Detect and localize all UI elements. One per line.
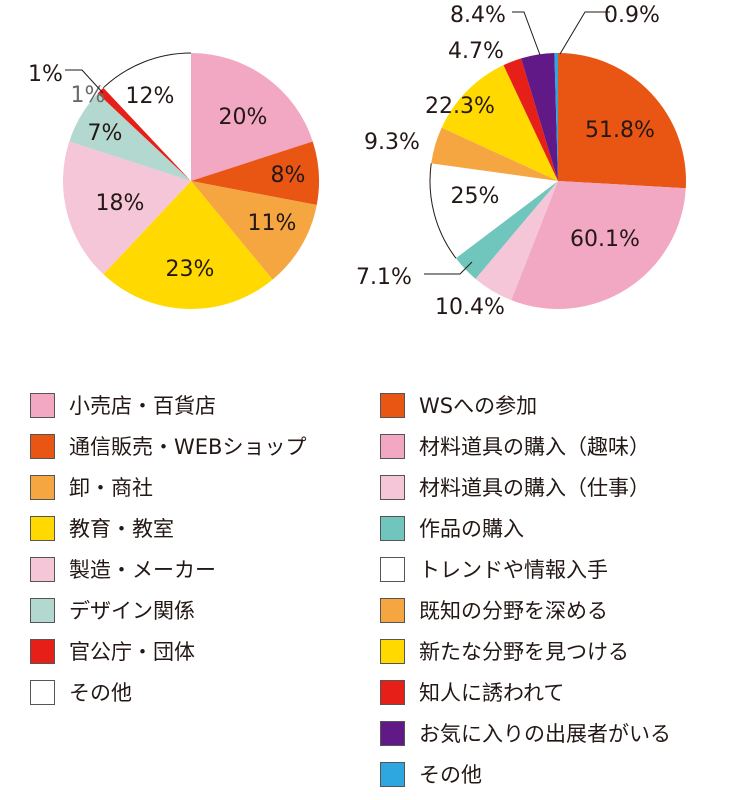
legend-item: 通信販売・WEBショップ bbox=[30, 431, 306, 461]
legend-item: 小売店・百貨店 bbox=[30, 390, 216, 420]
legend-label: 新たな分野を見つける bbox=[419, 640, 629, 664]
legend-item: 教育・教室 bbox=[30, 513, 174, 543]
legend-label: 材料道具の購入（仕事） bbox=[419, 476, 650, 500]
legend-item: 新たな分野を見つける bbox=[380, 636, 629, 666]
legend-swatch bbox=[380, 474, 405, 500]
legend-label: 作品の購入 bbox=[419, 517, 524, 541]
data-label: 8% bbox=[271, 163, 306, 188]
legend-item: トレンドや情報入手 bbox=[380, 554, 608, 584]
legend-swatch bbox=[380, 638, 405, 664]
pie-slice bbox=[431, 127, 558, 181]
legend-item: 官公庁・団体 bbox=[30, 636, 195, 666]
data-label: 12% bbox=[126, 84, 175, 109]
legend-swatch bbox=[30, 679, 55, 705]
legend-item: お気に入りの出展者がいる bbox=[380, 718, 671, 748]
data-label: 1% bbox=[71, 83, 106, 108]
leader-line bbox=[512, 11, 541, 56]
legend-item: 作品の購入 bbox=[380, 513, 524, 543]
data-label: 23% bbox=[166, 257, 215, 282]
data-label: 20% bbox=[219, 105, 268, 130]
legend-label: 官公庁・団体 bbox=[69, 640, 195, 664]
data-label: 0.9% bbox=[604, 3, 660, 28]
pie-slice bbox=[63, 141, 191, 275]
slice-outline bbox=[103, 52, 192, 89]
legend-item: その他 bbox=[30, 677, 132, 707]
slice-outline bbox=[429, 163, 457, 259]
data-label: 10.4% bbox=[435, 295, 505, 320]
legend-item: 材料道具の購入（趣味） bbox=[380, 431, 650, 461]
legend-label: 知人に誘われて bbox=[419, 681, 565, 705]
legend-item: その他 bbox=[380, 759, 482, 789]
legend-swatch bbox=[30, 597, 55, 623]
legend-label: その他 bbox=[419, 763, 482, 787]
legend-label: 教育・教室 bbox=[69, 517, 174, 541]
data-label: 4.7% bbox=[448, 39, 504, 64]
data-label: 51.8% bbox=[585, 118, 655, 143]
pie-slice bbox=[503, 58, 558, 181]
data-label: 22.3% bbox=[425, 94, 495, 119]
pie-slice bbox=[103, 53, 191, 181]
pie-slice bbox=[191, 181, 317, 280]
legend-item: 既知の分野を深める bbox=[380, 595, 608, 625]
pie-slice bbox=[511, 181, 686, 309]
data-label: 11% bbox=[248, 211, 297, 236]
data-label: 18% bbox=[96, 191, 145, 216]
legend-label: お気に入りの出展者がいる bbox=[419, 722, 671, 746]
data-label: 8.4% bbox=[450, 3, 506, 28]
data-label: 9.3% bbox=[364, 130, 420, 155]
legend-swatch bbox=[380, 392, 405, 418]
pie-slice bbox=[191, 141, 319, 205]
legend-swatch bbox=[380, 597, 405, 623]
legend-swatch bbox=[30, 638, 55, 664]
legend-item: WSへの参加 bbox=[380, 390, 537, 420]
legend-label: 小売店・百貨店 bbox=[69, 394, 216, 418]
pie-slice bbox=[69, 93, 191, 181]
legend-swatch bbox=[380, 556, 405, 582]
data-label: 60.1% bbox=[570, 227, 640, 252]
legend-swatch bbox=[380, 720, 405, 746]
legend-swatch bbox=[30, 474, 55, 500]
pie-slice bbox=[455, 181, 558, 279]
legend-swatch bbox=[380, 433, 405, 459]
data-label: 7.1% bbox=[356, 265, 412, 290]
pie-slice bbox=[97, 87, 191, 181]
legend-swatch bbox=[30, 433, 55, 459]
legend-item: 材料道具の購入（仕事） bbox=[380, 472, 650, 502]
legend-label: 通信販売・WEBショップ bbox=[69, 435, 307, 459]
data-label: 25% bbox=[451, 184, 500, 209]
legend-item: 製造・メーカー bbox=[30, 554, 216, 584]
data-label: 1% bbox=[28, 62, 63, 87]
pie-slice bbox=[430, 163, 558, 259]
legend-item: 知人に誘われて bbox=[380, 677, 564, 707]
legend-label: 卸・商社 bbox=[69, 476, 153, 500]
legend-item: デザイン関係 bbox=[30, 595, 195, 625]
pie-slice bbox=[475, 181, 558, 301]
legend-label: WSへの参加 bbox=[419, 394, 538, 418]
legend-swatch bbox=[380, 761, 405, 787]
legend-swatch bbox=[30, 515, 55, 541]
pie-slice bbox=[554, 53, 558, 181]
legend-swatch bbox=[30, 392, 55, 418]
legend-label: 既知の分野を深める bbox=[419, 599, 608, 623]
data-label: 7% bbox=[88, 121, 123, 146]
leader-line bbox=[65, 69, 104, 94]
legend-swatch bbox=[30, 556, 55, 582]
legend-label: トレンドや情報入手 bbox=[419, 558, 608, 582]
pie-slice bbox=[103, 181, 273, 310]
legend-swatch bbox=[380, 679, 405, 705]
legend-label: デザイン関係 bbox=[69, 599, 195, 623]
legend-item: 卸・商社 bbox=[30, 472, 153, 502]
pie-slice bbox=[521, 53, 558, 181]
pie-slice bbox=[191, 53, 313, 181]
legend-label: 製造・メーカー bbox=[69, 558, 216, 582]
legend-label: その他 bbox=[69, 681, 132, 705]
leader-line bbox=[559, 11, 610, 55]
legend-swatch bbox=[380, 515, 405, 541]
pie-slice bbox=[441, 65, 558, 181]
pie-slice bbox=[558, 53, 686, 189]
legend-label: 材料道具の購入（趣味） bbox=[419, 435, 650, 459]
leader-line bbox=[424, 261, 473, 275]
